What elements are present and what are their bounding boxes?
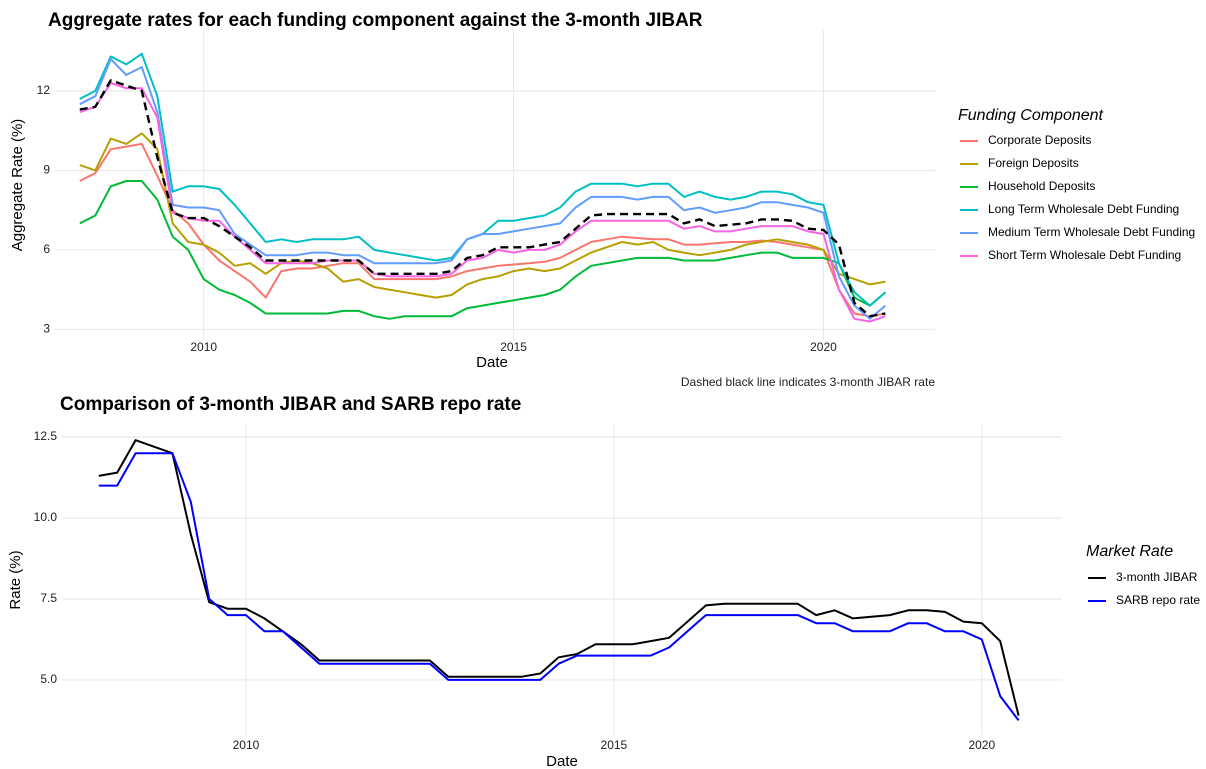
series-line	[79, 58, 887, 320]
legend-label: Long Term Wholesale Debt Funding	[988, 202, 1179, 216]
y-axis-title: Aggregate Rate (%)	[9, 119, 26, 252]
y-tick-label: 10.0	[34, 510, 58, 524]
x-tick-label: 2015	[601, 738, 628, 752]
y-tick-label: 12.5	[34, 429, 58, 443]
chart-title: Aggregate rates for each funding compone…	[48, 10, 703, 31]
reference-line	[79, 79, 886, 318]
legend-label: Corporate Deposits	[988, 133, 1091, 147]
legend-title: Funding Component	[958, 107, 1104, 124]
x-tick-label: 2010	[190, 340, 217, 354]
chart-title: Comparison of 3-month JIBAR and SARB rep…	[60, 394, 521, 415]
x-axis-title: Date	[546, 753, 578, 769]
x-tick-label: 2015	[500, 340, 527, 354]
x-tick-label: 2010	[233, 738, 260, 752]
legend-label: 3-month JIBAR	[1116, 570, 1198, 584]
y-axis-title: Rate (%)	[7, 550, 24, 609]
legend-label: SARB repo rate	[1116, 593, 1200, 607]
x-tick-label: 2020	[810, 340, 837, 354]
series-line	[98, 452, 1020, 722]
series-line	[79, 180, 887, 320]
y-tick-label: 5.0	[40, 672, 57, 686]
legend-label: Medium Term Wholesale Debt Funding	[988, 225, 1195, 239]
y-tick-label: 9	[43, 163, 50, 177]
y-tick-label: 6	[43, 242, 50, 256]
legend-label: Foreign Deposits	[988, 156, 1079, 170]
legend-title: Market Rate	[1086, 543, 1173, 560]
caption: Dashed black line indicates 3-month JIBA…	[681, 375, 935, 389]
legend-label: Short Term Wholesale Debt Funding	[988, 248, 1181, 262]
y-tick-label: 7.5	[40, 591, 57, 605]
series-line	[79, 132, 886, 299]
series-line	[79, 142, 886, 318]
y-tick-label: 12	[37, 83, 51, 97]
legend-label: Household Deposits	[988, 179, 1095, 193]
y-tick-label: 3	[43, 322, 50, 336]
series-line	[98, 439, 1020, 716]
x-tick-label: 2020	[968, 738, 995, 752]
x-axis-title: Date	[476, 354, 508, 371]
series-line	[79, 82, 886, 323]
